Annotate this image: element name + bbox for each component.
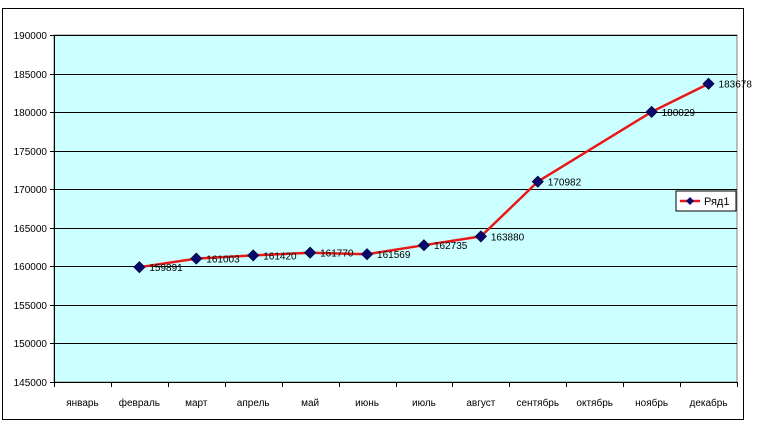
- x-tick-label: ноябрь: [635, 397, 668, 409]
- data-label: 162735: [434, 241, 468, 252]
- x-tick-label: октябрь: [576, 397, 613, 409]
- data-point: [360, 248, 374, 261]
- y-tick-label: 180000: [14, 108, 48, 119]
- data-label: 170982: [548, 178, 582, 189]
- y-tick-label: 170000: [14, 185, 48, 196]
- data-label: 161770: [320, 249, 354, 260]
- x-tick-label: май: [301, 398, 319, 409]
- data-label: 161569: [377, 250, 411, 261]
- legend-marker: [686, 197, 694, 205]
- data-label: 180029: [662, 108, 696, 119]
- data-point: [304, 246, 317, 259]
- y-tick-label: 145000: [14, 378, 48, 389]
- data-label: 161420: [263, 251, 297, 262]
- x-tick-label: сентябрь: [517, 397, 560, 409]
- x-tick-label: январь: [66, 398, 98, 409]
- x-tick-label: август: [466, 398, 495, 409]
- y-tick-label: 185000: [14, 70, 48, 81]
- data-label: 161003: [206, 255, 240, 266]
- x-tick-label: июнь: [355, 398, 379, 409]
- data-point: [531, 175, 544, 188]
- y-tick-label: 155000: [14, 301, 48, 312]
- data-label: 163880: [491, 232, 525, 243]
- plot-area: [53, 34, 738, 383]
- data-label: 183678: [719, 80, 753, 91]
- legend-box: [675, 190, 737, 212]
- data-point: [417, 239, 431, 252]
- data-point: [133, 261, 146, 274]
- legend-label: Ряд1: [704, 196, 729, 208]
- data-point: [645, 105, 658, 118]
- x-tick-label: июль: [412, 398, 436, 409]
- y-tick-label: 160000: [14, 262, 48, 273]
- data-point: [247, 249, 260, 262]
- y-tick-label: 150000: [14, 339, 48, 350]
- x-tick-label: февраль: [119, 397, 160, 409]
- data-label: 159891: [149, 263, 183, 274]
- x-tick-label: март: [185, 398, 208, 409]
- x-tick-label: декабрь: [690, 397, 728, 409]
- data-point: [474, 230, 487, 243]
- y-tick-label: 175000: [14, 147, 48, 158]
- y-tick-label: 190000: [14, 31, 48, 42]
- y-tick-label: 165000: [14, 224, 48, 235]
- series-line: [139, 82, 710, 269]
- data-point: [702, 77, 715, 90]
- data-point: [190, 252, 203, 265]
- x-tick-label: апрель: [237, 398, 270, 409]
